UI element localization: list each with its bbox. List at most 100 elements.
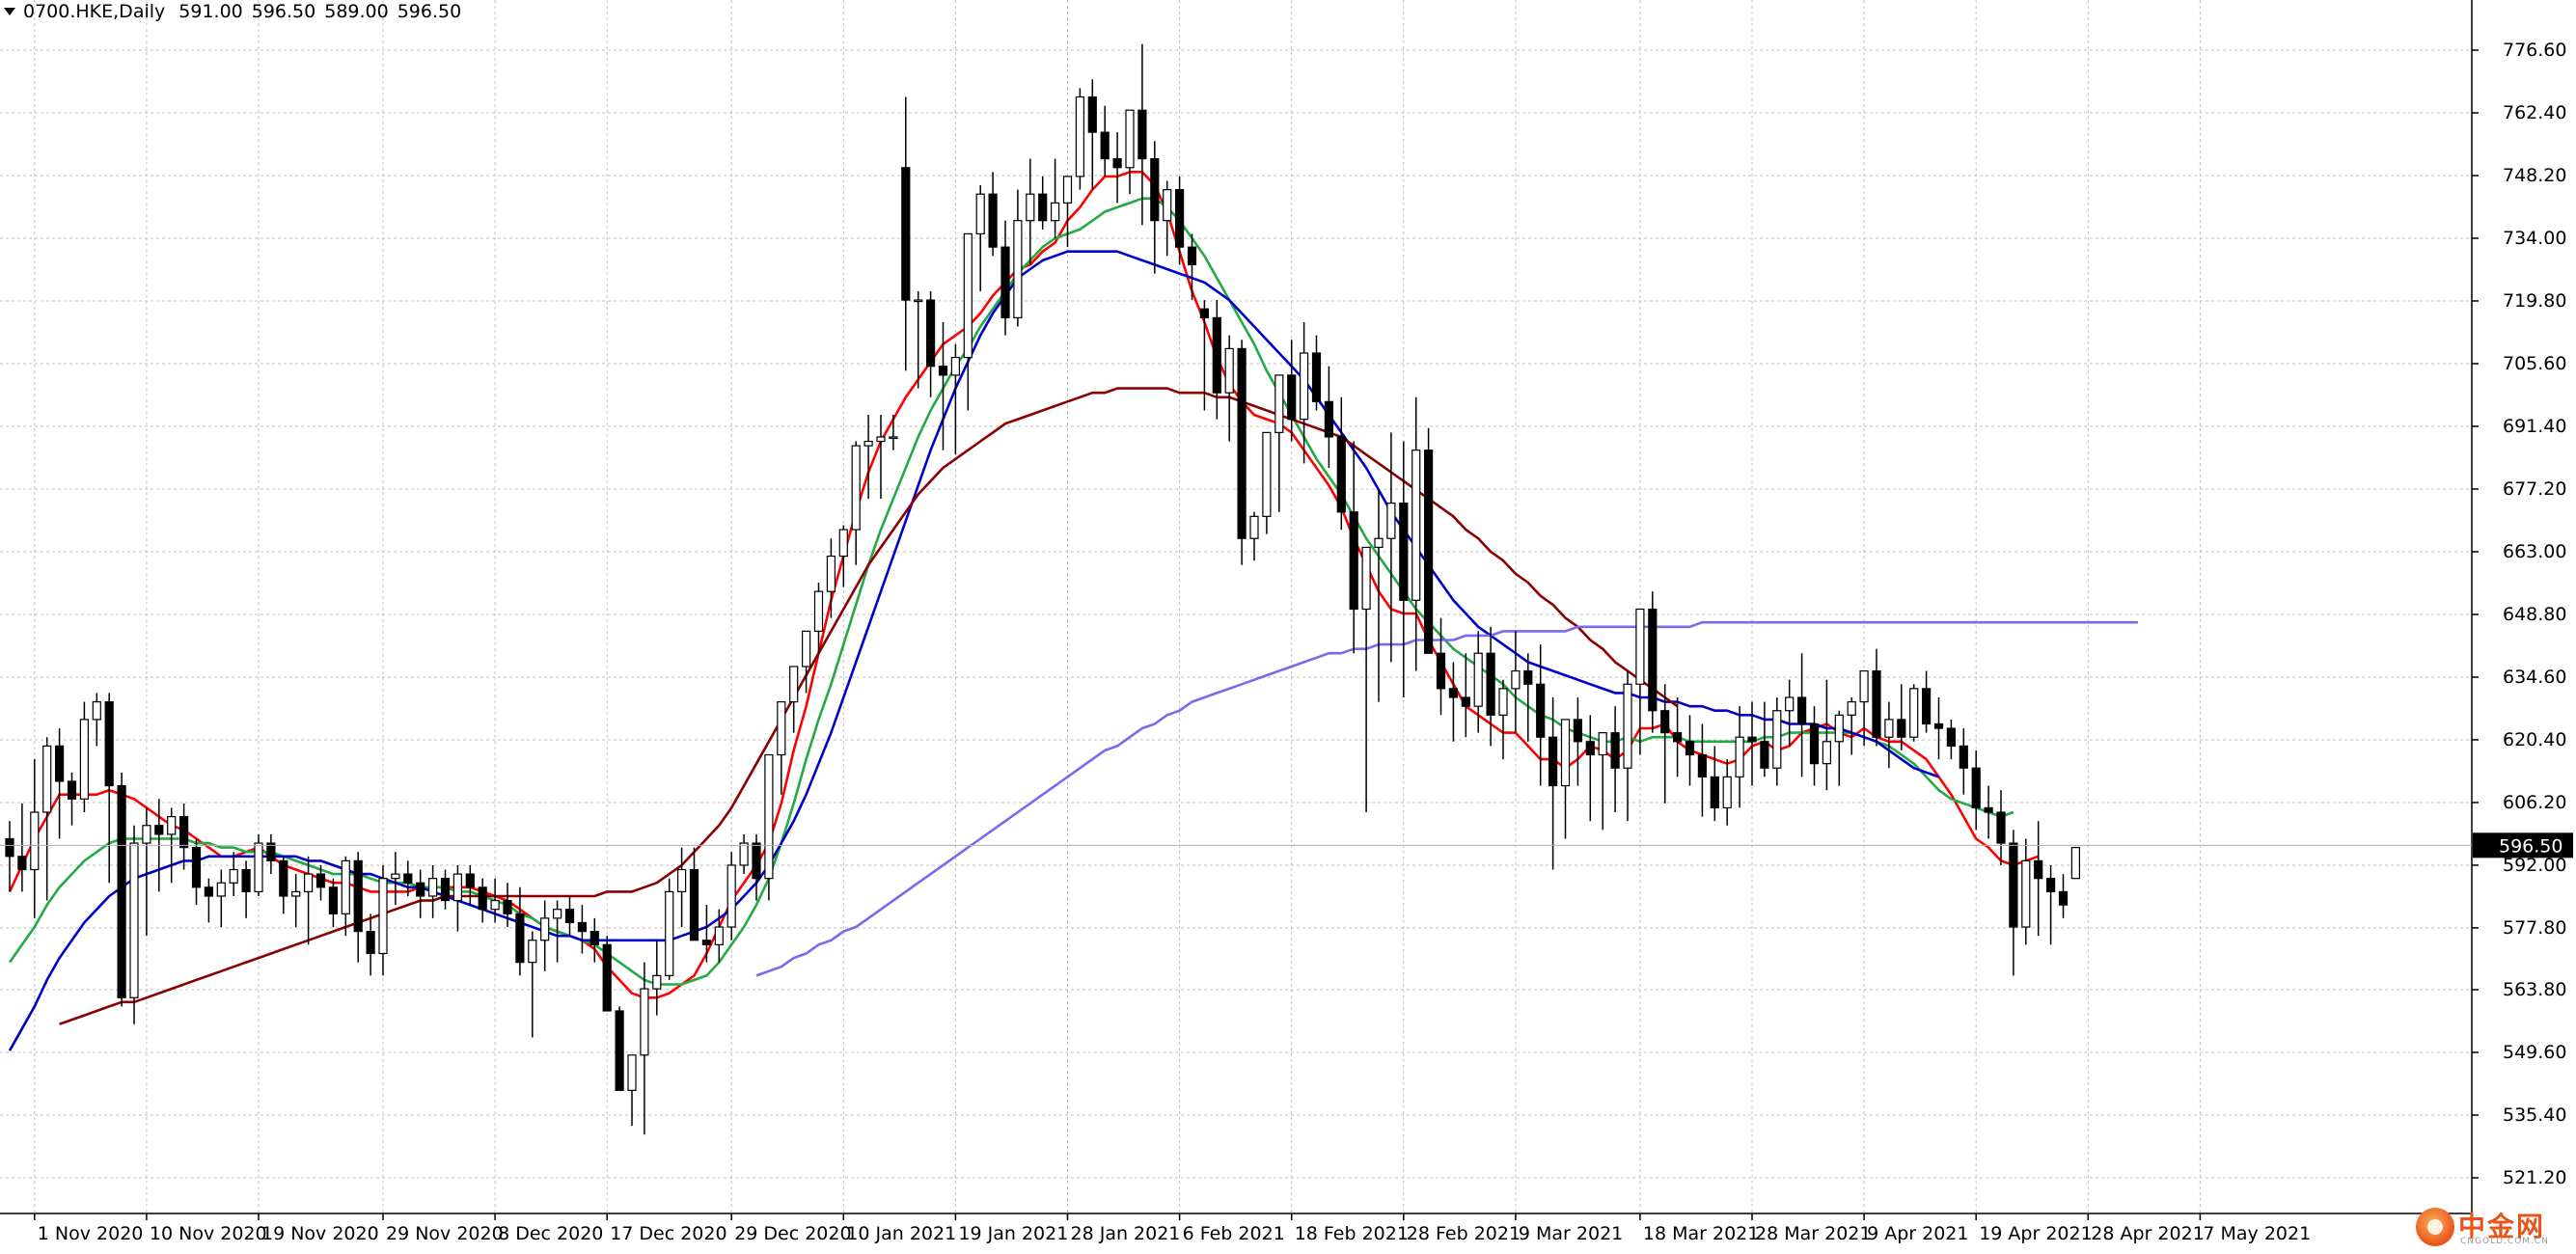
candle <box>1772 697 1782 786</box>
candle-body-down <box>241 868 251 893</box>
candle-body-down <box>366 930 375 955</box>
candle-body-down <box>1100 131 1110 160</box>
candle <box>1548 697 1558 870</box>
candle-body-up <box>528 940 537 964</box>
candle <box>490 878 500 923</box>
candle-body-up <box>42 745 52 813</box>
candle-body-down <box>154 825 164 835</box>
candle-body-down <box>353 859 363 933</box>
time-tick-label: 10 Jan 2021 <box>846 1223 956 1244</box>
time-tick-label: 9 Apr 2021 <box>1867 1223 1968 1244</box>
candle <box>1399 441 1409 698</box>
candle-body-down <box>1486 652 1495 716</box>
candle-body-up <box>676 868 687 893</box>
candle <box>938 321 948 450</box>
candle-body-up <box>863 440 873 447</box>
candle <box>1087 79 1097 190</box>
price-tick-label: 620.40 <box>2503 729 2566 750</box>
candle-body-up <box>950 356 961 376</box>
candle <box>1349 441 1358 654</box>
candle-body-up <box>665 890 674 976</box>
candle <box>1511 631 1521 733</box>
candle <box>1386 432 1396 663</box>
candle-body-up <box>826 555 836 592</box>
candle-body-down <box>5 837 14 858</box>
candle <box>1461 653 1470 738</box>
candle-body-down <box>1536 683 1546 738</box>
candle <box>1174 176 1185 265</box>
candle <box>2070 847 2080 880</box>
candle <box>1747 701 1757 786</box>
price-tick-label: 634.60 <box>2503 667 2566 688</box>
candle <box>1237 340 1247 565</box>
ma-line-ma10 <box>8 197 2014 986</box>
candle-body-up <box>1125 109 1135 169</box>
candle <box>2058 874 2069 918</box>
candle <box>564 895 575 937</box>
candle <box>1735 706 1744 808</box>
price-tick-label: 691.40 <box>2503 416 2566 437</box>
candle <box>726 852 736 940</box>
close-value: 596.50 <box>397 1 462 22</box>
time-tick-label: 28 Jan 2021 <box>1071 1223 1181 1244</box>
candle-body-down <box>54 745 65 782</box>
candle-body-up <box>813 590 824 632</box>
candle-body-up <box>889 436 898 440</box>
candle-body-up <box>627 1054 637 1091</box>
candle <box>304 856 314 945</box>
candle-body-down <box>1324 400 1334 438</box>
price-tick-label: 705.60 <box>2503 353 2566 374</box>
candle <box>366 913 375 976</box>
candle-body-down <box>1672 732 1683 743</box>
candle-body-down <box>478 886 487 911</box>
candle-body-up <box>1498 688 1508 716</box>
candle <box>216 869 226 928</box>
candle <box>1796 653 1807 777</box>
candle <box>1423 427 1434 654</box>
price-tick-label: 663.00 <box>2503 541 2566 562</box>
candle-body-down <box>104 700 114 787</box>
price-tick-label: 535.40 <box>2503 1104 2566 1126</box>
dropdown-triangle-icon[interactable] <box>4 8 15 15</box>
candle <box>452 864 462 932</box>
price-tick-label: 648.80 <box>2503 604 2566 625</box>
candle-body-up <box>552 909 562 919</box>
candle-body-up <box>540 917 550 941</box>
candle-body-up <box>1361 546 1371 611</box>
candle-body-up <box>739 842 749 866</box>
candle-body-up <box>789 666 799 703</box>
candle-body-up <box>777 700 786 756</box>
candle-body-up <box>851 445 861 531</box>
candle <box>914 290 923 389</box>
candle <box>950 343 961 455</box>
candle-body-down <box>577 921 588 933</box>
price-tick-label: 606.20 <box>2503 792 2566 813</box>
candle-body-down <box>2034 859 2043 880</box>
candle <box>1959 728 1968 795</box>
candle <box>315 864 326 901</box>
candle <box>440 869 451 910</box>
ma-line-ma5 <box>8 171 2040 999</box>
candle <box>1585 715 1595 822</box>
candle-body-down <box>17 856 27 871</box>
candle <box>975 185 985 291</box>
time-tick-label: 28 Feb 2021 <box>1407 1223 1521 1244</box>
candle <box>752 833 761 901</box>
watermark-cn: 中金网 <box>2458 1211 2546 1242</box>
candle-body-up <box>1163 189 1172 222</box>
candle <box>1760 701 1769 777</box>
candle <box>1100 105 1110 177</box>
candle-body-down <box>1809 722 1820 765</box>
candle-body-up <box>1847 700 1856 716</box>
candle-body-down <box>328 886 338 914</box>
candle-body-up <box>79 719 90 800</box>
candle <box>1946 719 1957 760</box>
candle <box>1685 715 1695 786</box>
candle-body-up <box>142 825 151 844</box>
candle <box>602 936 612 1012</box>
candle-body-down <box>1747 736 1757 743</box>
candle-body-down <box>1796 696 1807 725</box>
candle-body-up <box>1623 683 1632 769</box>
